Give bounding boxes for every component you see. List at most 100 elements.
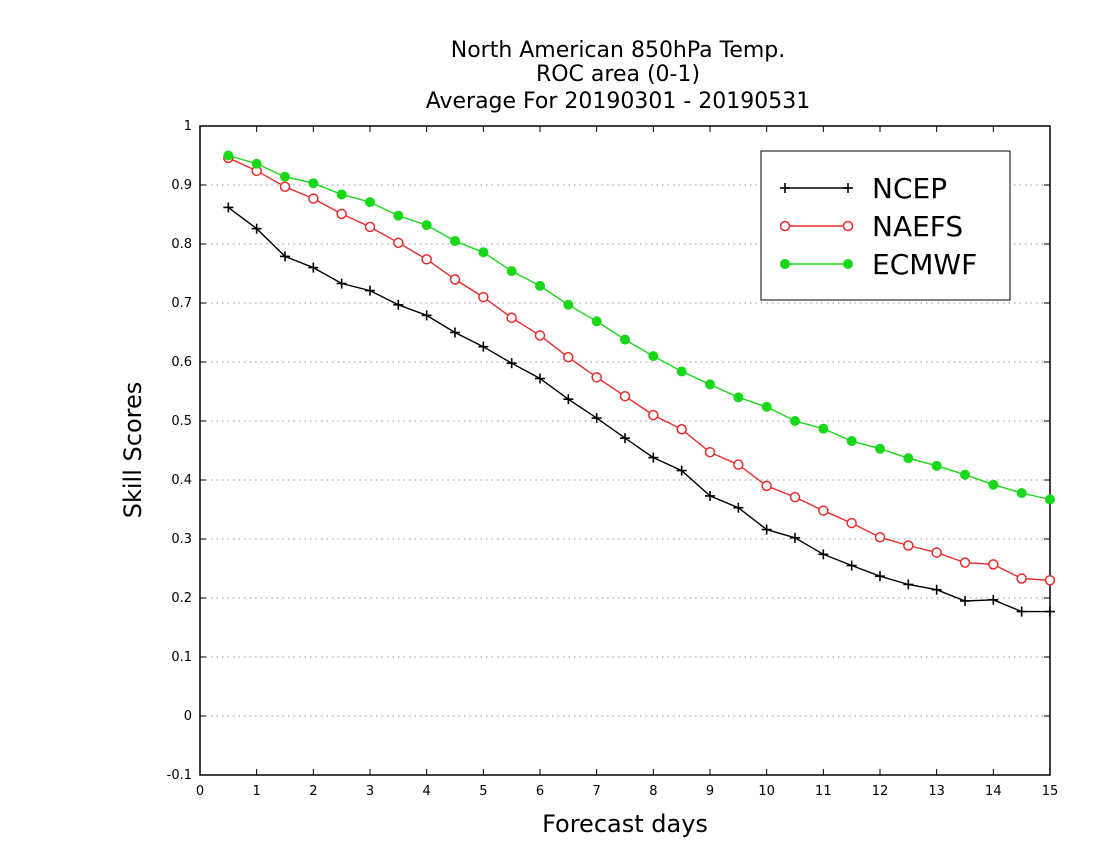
x-tick-label: 4 [423,784,431,799]
y-tick-label: 0.4 [171,473,192,488]
data-point-naefs [931,547,942,558]
legend-marker [843,183,853,193]
y-axis-title: Skill Scores [119,382,147,519]
x-tick-label: 9 [706,784,714,799]
data-point-naefs [1016,573,1027,584]
data-point-ecmwf [1045,494,1055,505]
legend-marker [780,183,790,193]
x-axis-title: Forecast days [542,810,708,838]
chart-title-line-2: ROC area (0-1) [536,62,700,87]
data-point-ncep [1045,606,1055,617]
legend-label-naefs: NAEFS [872,210,963,243]
legend-marker [779,220,791,232]
data-point-ecmwf [648,351,659,362]
data-point-naefs [364,221,376,233]
chart-title-line-1: North American 850hPa Temp. [451,38,786,63]
data-point-naefs [619,390,631,402]
chart-title: North American 850hPa Temp. ROC area (0-… [426,38,811,114]
data-point-ncep [1016,606,1027,617]
data-point-naefs [648,409,659,421]
gridlines [200,184,1050,717]
data-point-ecmwf [931,460,942,471]
data-point-naefs [1044,575,1056,586]
plot-frame [199,125,1051,776]
data-point-ecmwf [421,220,432,231]
x-tick-label: 15 [1042,784,1059,799]
x-tick-label: 12 [872,784,889,799]
data-point-ecmwf [393,210,404,221]
data-point-naefs [506,312,517,323]
data-point-naefs [903,540,914,551]
x-tick-label: 7 [593,784,601,799]
data-point-ecmwf [563,299,574,310]
x-tick-label: 13 [928,784,945,799]
y-tick-label: 0.5 [171,414,192,429]
data-point-ncep [223,202,234,213]
y-tick-label: 0.8 [171,237,192,252]
data-point-ncep [761,524,772,535]
x-tick-label: 6 [536,784,544,799]
data-point-ncep [931,584,942,595]
data-point-ecmwf [336,189,347,200]
data-point-ecmwf [903,453,914,464]
data-point-ecmwf [251,158,262,169]
data-point-ecmwf [591,316,602,327]
data-point-naefs [393,237,404,249]
data-point-naefs [449,274,461,285]
y-axis-tick-labels: -0.1 0 0.1 0.2 0.3 0.4 0.5 0.6 0.7 0.8 0.9 1 [167,119,192,783]
axis-ticks [199,125,1051,776]
data-point-ecmwf [1016,487,1027,498]
data-point-ecmwf [506,266,517,277]
data-point-naefs [874,531,886,543]
data-point-ncep [336,278,347,289]
data-point-naefs [308,193,319,204]
y-tick-label: 0 [184,709,192,724]
y-tick-label: 0.1 [171,650,192,665]
data-point-naefs [704,447,716,458]
data-point-ncep [676,465,687,476]
x-tick-label: 8 [649,784,657,799]
data-point-ncep [818,549,829,560]
x-tick-label: 10 [758,784,775,799]
data-point-ncep [280,251,290,262]
legend-marker [842,220,854,232]
legend-entry-naefs: NAEFS [779,210,963,243]
data-point-ncep [620,433,630,444]
data-point-ncep [563,394,574,405]
data-point-naefs [846,517,857,529]
data-point-ecmwf [705,379,715,390]
data-point-ncep [733,502,744,513]
y-tick-label: 0.2 [171,591,192,606]
data-point-ncep [648,452,659,463]
legend-label-ecmwf: ECMWF [872,248,977,281]
data-point-naefs [761,480,772,492]
series-ecmwf [223,150,1055,505]
legend-entry-ecmwf: ECMWF [780,248,977,281]
data-point-ecmwf [620,334,630,345]
data-point-ncep [535,373,545,384]
data-point-ncep [421,310,432,321]
data-point-ncep [988,594,999,605]
data-point-naefs [988,559,999,570]
data-point-ecmwf [790,416,800,426]
chart-title-line-3: Average For 20190301 - 20190531 [426,89,811,114]
data-point-ncep [308,262,319,273]
data-point-naefs [733,459,744,470]
x-tick-label: 5 [479,784,487,799]
data-point-ncep [591,413,602,424]
data-point-ecmwf [960,469,970,480]
legend: NCEP NAEFS ECMWF [760,150,1011,301]
x-tick-label: 0 [196,784,204,799]
data-point-naefs [534,330,546,341]
legend-marker [780,259,790,269]
x-tick-label: 3 [366,784,374,799]
data-point-ncep [846,560,857,571]
data-point-naefs [789,491,801,503]
data-point-naefs [478,291,489,303]
data-point-ecmwf [988,479,999,490]
series-lines [223,150,1056,617]
data-point-ncep [393,299,404,310]
data-point-ncep [450,327,460,338]
data-point-ecmwf [818,423,829,434]
